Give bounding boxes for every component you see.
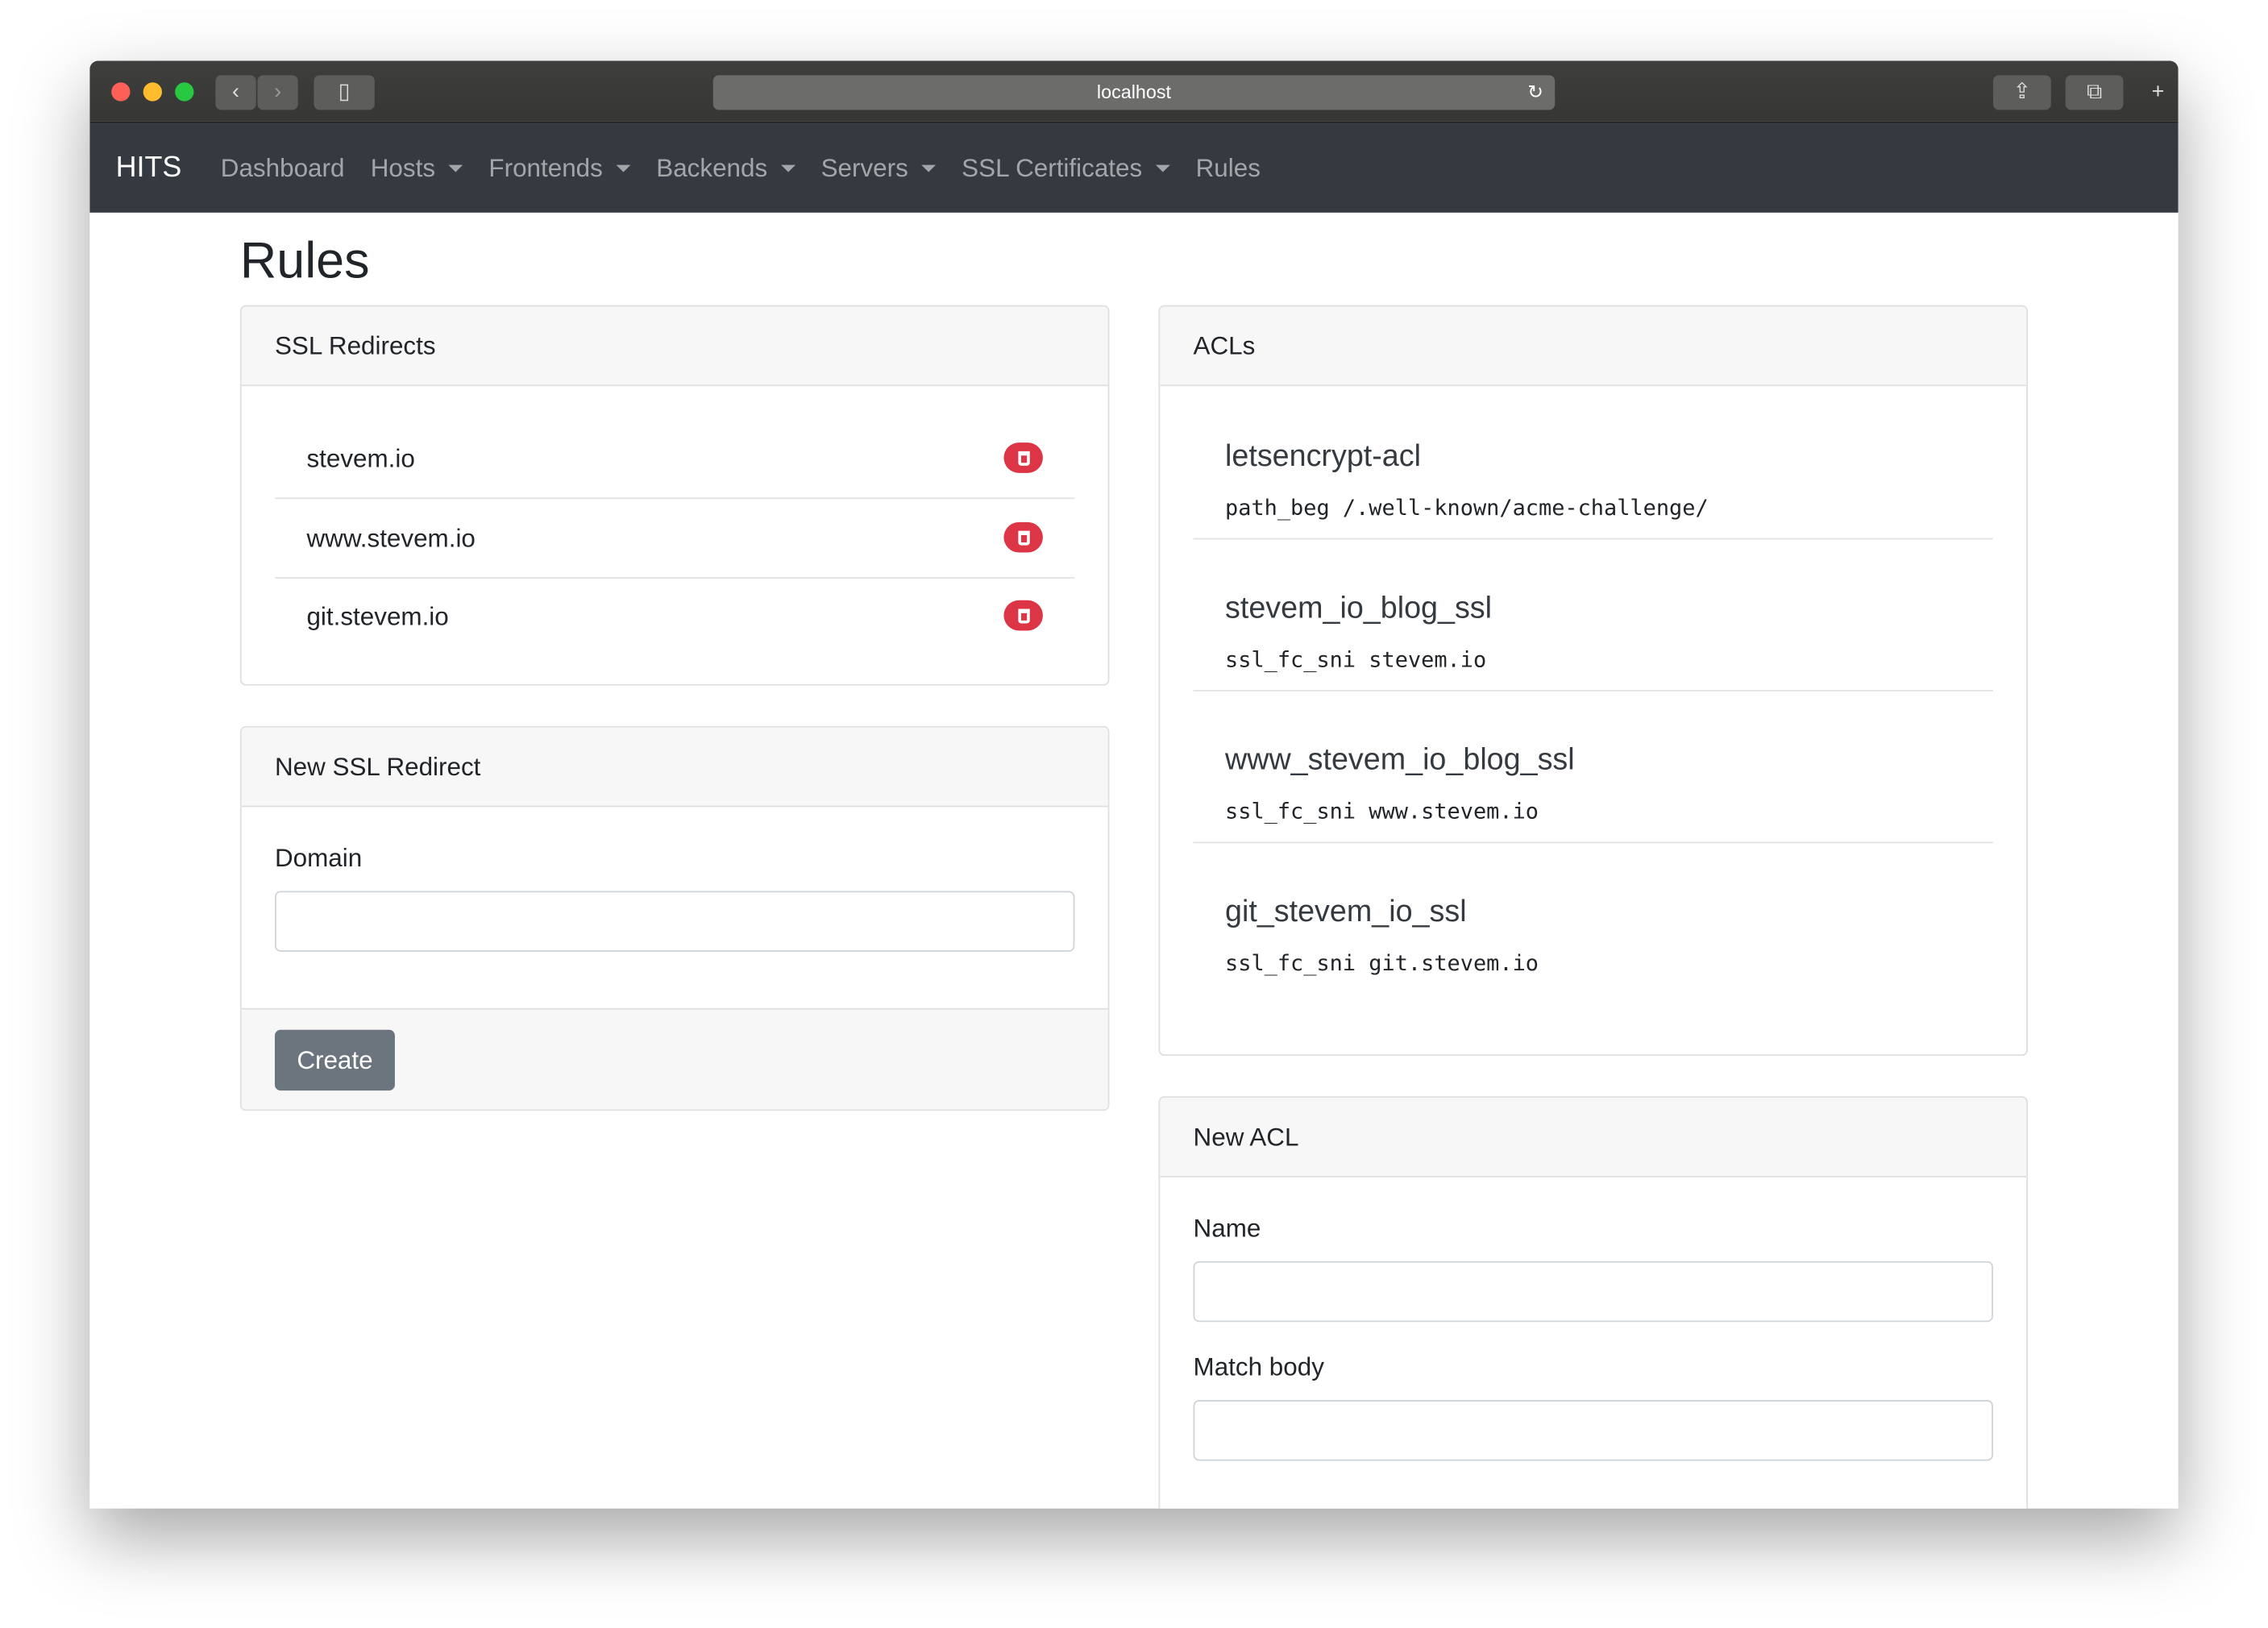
nav-backends[interactable]: Backends	[656, 152, 795, 183]
match-body-label: Match body	[1193, 1352, 1324, 1381]
domain-text: stevem.io	[306, 443, 415, 473]
acls-card: ACLs letsencrypt-acl path_beg /.well-know…	[1158, 305, 2029, 1057]
nav-rules[interactable]: Rules	[1196, 152, 1261, 183]
new-ssl-redirect-card: New SSL Redirect Domain Create	[239, 725, 1110, 1111]
share-icon[interactable]: ⇪	[1992, 75, 2051, 110]
page-content: Rules SSL Redirects stevem.io www.stevem…	[89, 213, 2178, 1509]
card-header: New SSL Redirect	[241, 727, 1108, 808]
delete-button[interactable]	[1003, 600, 1043, 631]
caret-down-icon	[920, 164, 936, 172]
domain-text: git.stevem.io	[306, 601, 449, 631]
card-header: SSL Redirects	[241, 306, 1108, 387]
acl-body: ssl_fc_sni www.stevem.io	[1225, 798, 1539, 824]
nav-label: Frontends	[488, 152, 603, 182]
forward-icon[interactable]: ›	[257, 75, 298, 110]
nav-label: Servers	[820, 152, 908, 182]
back-icon[interactable]: ‹	[215, 75, 256, 110]
domain-input[interactable]	[274, 891, 1075, 952]
acl-item: stevem_io_blog_ssl ssl_fc_sni stevem.io	[1193, 539, 1993, 691]
nav-label: Rules	[1195, 152, 1261, 182]
caret-down-icon	[1155, 164, 1170, 172]
acl-name: stevem_io_blog_ssl	[1225, 591, 1493, 625]
nav-ssl-certificates[interactable]: SSL Certificates	[962, 152, 1170, 183]
nav-label: Backends	[656, 152, 768, 182]
browser-titlebar: ‹ › ▯ localhost ↻ ⇪ ⧉ +	[89, 60, 2179, 123]
acl-item: letsencrypt-acl path_beg /.well-known/acm…	[1193, 388, 1993, 540]
acl-body: path_beg /.well-known/acme-challenge/	[1225, 494, 1709, 521]
browser-window: ‹ › ▯ localhost ↻ ⇪ ⧉ + HITS Dashboard Ho…	[89, 60, 2179, 1509]
domain-label: Domain	[274, 843, 363, 873]
card-header: New ACL	[1160, 1098, 2027, 1177]
minimize-window-button[interactable]	[143, 82, 162, 102]
list-item: stevem.io	[274, 419, 1075, 500]
brand[interactable]: HITS	[115, 151, 182, 184]
nav-servers[interactable]: Servers	[821, 152, 936, 183]
list-item: www.stevem.io	[274, 499, 1075, 579]
list-item: git.stevem.io	[275, 577, 1074, 657]
navbar: HITS Dashboard Hosts Frontends Backends …	[89, 123, 2179, 213]
name-input[interactable]	[1193, 1260, 1993, 1323]
url-text: localhost	[1096, 81, 1172, 103]
match-body-input[interactable]	[1193, 1400, 1993, 1461]
acl-name: letsencrypt-acl	[1225, 439, 1421, 473]
acl-name: git_stevem_io_ssl	[1225, 895, 1467, 929]
caret-down-icon	[448, 164, 463, 172]
trash-icon	[1017, 608, 1029, 623]
address-bar[interactable]: localhost ↻	[712, 75, 1556, 110]
card-footer: Create	[241, 1007, 1108, 1110]
delete-button[interactable]	[1003, 521, 1043, 553]
new-acl-card: New ACL Name Match body	[1158, 1096, 2029, 1509]
nav-dashboard[interactable]: Dashboard	[221, 152, 345, 183]
create-button[interactable]: Create	[274, 1029, 395, 1091]
page-title: Rules	[239, 232, 370, 289]
sidebar-toggle-icon[interactable]: ▯	[314, 75, 375, 110]
maximize-window-button[interactable]	[175, 82, 194, 102]
trash-icon	[1017, 451, 1029, 465]
delete-button[interactable]	[1003, 442, 1043, 473]
acl-body: ssl_fc_sni git.stevem.io	[1225, 950, 1539, 977]
new-tab-icon[interactable]: +	[2151, 79, 2165, 105]
acl-name: www_stevem_io_blog_ssl	[1225, 743, 1575, 777]
name-label: Name	[1193, 1213, 1261, 1243]
close-window-button[interactable]	[111, 82, 131, 102]
tabs-icon[interactable]: ⧉	[2065, 75, 2124, 110]
reload-icon[interactable]: ↻	[1527, 81, 1543, 103]
trash-icon	[1017, 530, 1029, 545]
acl-body: ssl_fc_sni stevem.io	[1225, 646, 1487, 673]
domain-text: www.stevem.io	[306, 523, 476, 553]
caret-down-icon	[780, 164, 795, 172]
nav-label: Dashboard	[220, 152, 345, 182]
nav-hosts[interactable]: Hosts	[371, 152, 463, 183]
card-header: ACLs	[1160, 306, 2027, 387]
caret-down-icon	[615, 164, 630, 172]
acl-item: www_stevem_io_blog_ssl ssl_fc_sni www.ste…	[1193, 691, 1993, 844]
ssl-redirects-card: SSL Redirects stevem.io www.stevem.io gi…	[239, 305, 1110, 686]
nav-frontends[interactable]: Frontends	[488, 152, 630, 183]
nav-label: SSL Certificates	[962, 152, 1143, 182]
acl-item: git_stevem_io_ssl ssl_fc_sni git.stevem.i…	[1194, 843, 1993, 995]
nav-label: Hosts	[370, 152, 436, 182]
